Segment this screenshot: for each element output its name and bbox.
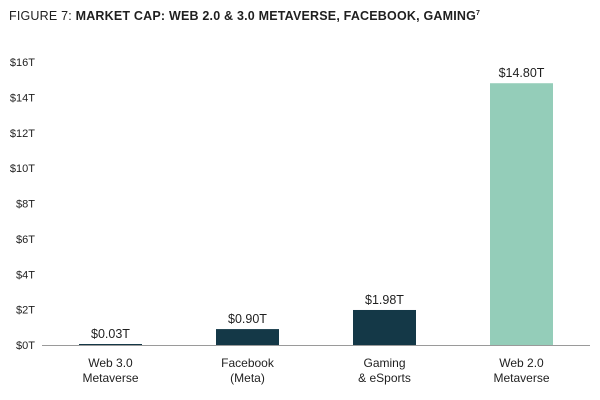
y-tick-label: $0T [16, 340, 35, 352]
y-tick-label: $2T [16, 305, 35, 317]
bars [79, 83, 553, 345]
x-category-label: (Meta) [230, 371, 265, 385]
figure-main-title: MARKET CAP: WEB 2.0 & 3.0 METAVERSE, FAC… [75, 9, 477, 23]
value-labels: $0.03T $0.90T $1.98T $14.80T [91, 66, 545, 341]
y-tick-label: $8T [16, 199, 35, 211]
x-category-label: Metaverse [493, 371, 549, 385]
bar-value-label: $0.03T [91, 327, 130, 341]
y-tick-label: $10T [10, 163, 35, 175]
x-category-label: Gaming [363, 356, 405, 370]
y-tick-label: $4T [16, 269, 35, 281]
figure-title: FIGURE 7: MARKET CAP: WEB 2.0 & 3.0 META… [9, 9, 480, 23]
figure-footnote-marker: 7 [476, 9, 481, 17]
y-tick-label: $6T [16, 234, 35, 246]
bar-value-label: $1.98T [365, 293, 404, 307]
bar [353, 309, 416, 345]
bar [79, 344, 142, 345]
x-category-label: Web 2.0 [499, 356, 544, 370]
bar-value-label: $14.80T [499, 66, 545, 80]
bar [490, 83, 553, 345]
x-category-label: Metaverse [82, 371, 138, 385]
x-category-label: Facebook [221, 356, 275, 370]
x-category-label: & eSports [358, 371, 411, 385]
figure-number: FIGURE 7: [9, 9, 76, 23]
bar-value-label: $0.90T [228, 312, 267, 326]
y-axis: $0T $2T $4T $6T $8T $10T $12T $14T $16T [10, 57, 35, 352]
y-tick-label: $16T [10, 57, 35, 69]
y-tick-label: $12T [10, 128, 35, 140]
x-category-label: Web 3.0 [88, 356, 133, 370]
y-tick-label: $14T [10, 92, 35, 104]
bar [216, 329, 279, 345]
